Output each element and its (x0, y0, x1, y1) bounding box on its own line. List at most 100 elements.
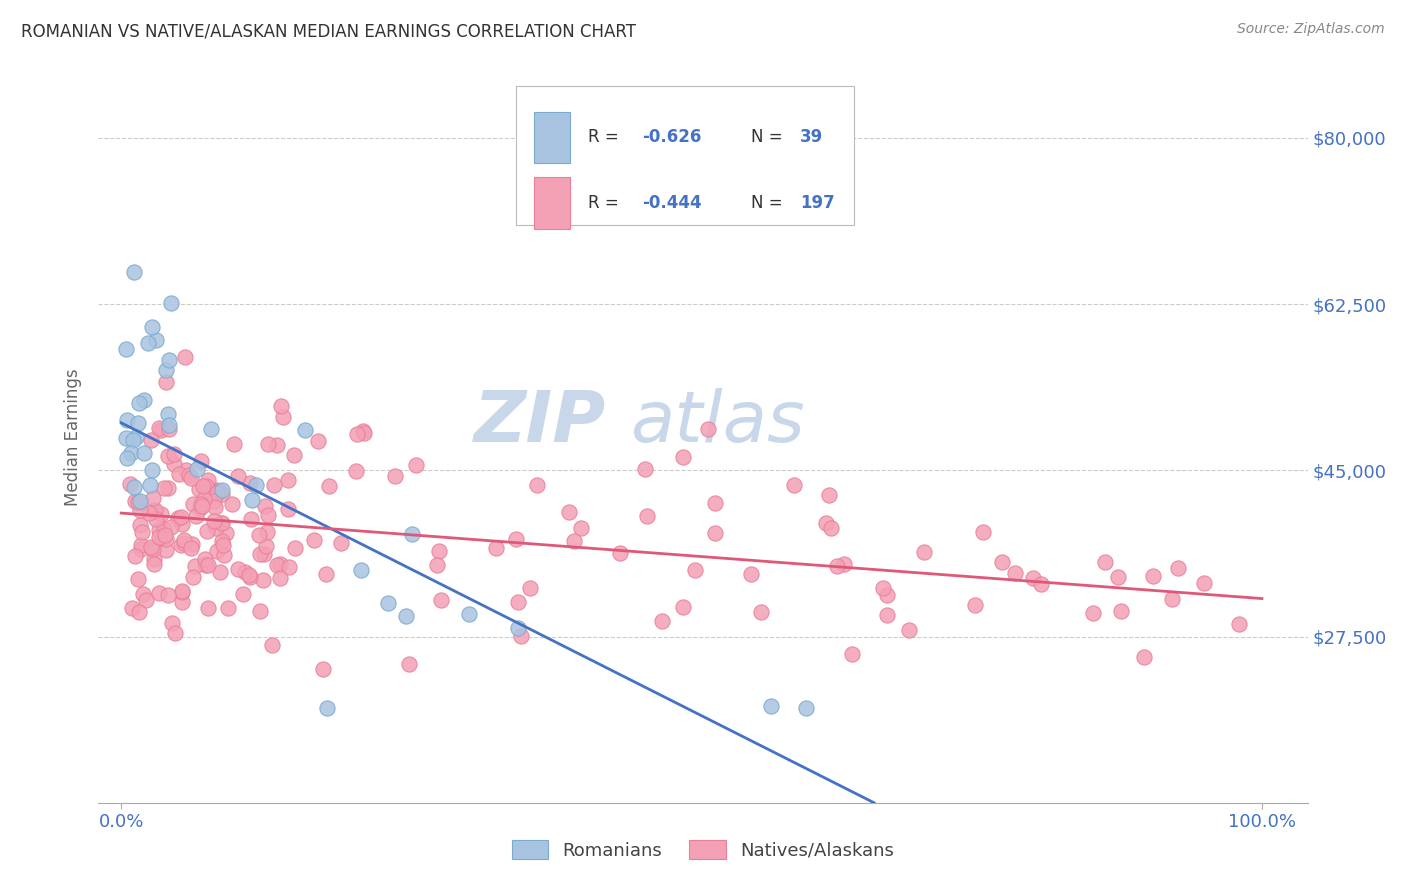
Point (188, 501, 211, 516)
Point (912, 544, 935, 558)
Point (247, 528, 270, 542)
Point (139, 478, 162, 492)
Point (181, 570, 204, 584)
Point (194, 558, 217, 572)
Point (170, 594, 193, 608)
Point (211, 487, 233, 501)
Point (142, 542, 165, 557)
Point (121, 601, 143, 615)
Point (124, 493, 146, 508)
Point (155, 375, 177, 389)
Point (761, 698, 783, 713)
Point (344, 464, 367, 478)
Point (384, 469, 406, 483)
Point (200, 486, 222, 500)
Point (254, 499, 277, 513)
Point (269, 571, 291, 585)
Point (202, 493, 225, 508)
Point (127, 572, 149, 586)
Point (160, 616, 183, 631)
Point (270, 400, 292, 414)
Text: -0.626: -0.626 (643, 128, 702, 146)
Point (703, 525, 725, 540)
Text: R =: R = (588, 194, 624, 212)
Point (170, 538, 193, 552)
Point (249, 547, 271, 561)
Point (253, 547, 276, 561)
Point (141, 433, 163, 447)
Point (157, 417, 180, 432)
Point (271, 409, 294, 424)
Point (672, 599, 695, 614)
Point (318, 478, 340, 492)
Point (197, 558, 219, 572)
Point (278, 560, 301, 574)
Point (315, 566, 337, 581)
Point (519, 582, 541, 596)
Point (872, 581, 894, 595)
Point (315, 701, 337, 715)
Point (405, 458, 427, 472)
Y-axis label: Median Earnings: Median Earnings (65, 368, 83, 506)
Point (307, 434, 329, 448)
Point (377, 596, 399, 610)
Point (200, 422, 222, 436)
Point (118, 476, 141, 491)
Point (238, 476, 260, 491)
Point (193, 491, 215, 506)
Point (128, 395, 150, 409)
Point (135, 593, 157, 607)
FancyBboxPatch shape (534, 178, 569, 228)
Point (266, 558, 288, 573)
Point (153, 481, 176, 495)
Point (571, 521, 593, 535)
Point (163, 447, 186, 461)
Point (173, 536, 195, 550)
Point (155, 362, 177, 376)
Point (1167, 560, 1189, 574)
Point (427, 544, 450, 558)
Point (398, 657, 420, 671)
Point (115, 342, 138, 356)
Point (240, 492, 263, 507)
Point (157, 353, 180, 368)
Point (1022, 571, 1045, 585)
Point (190, 453, 212, 467)
Point (172, 585, 194, 599)
Point (132, 446, 155, 460)
Point (197, 474, 219, 488)
Point (194, 558, 217, 573)
Point (205, 483, 228, 497)
Point (239, 570, 262, 584)
Point (148, 421, 170, 435)
Point (209, 516, 232, 531)
Point (122, 265, 145, 279)
Point (127, 495, 149, 509)
Point (232, 587, 254, 601)
Point (159, 519, 181, 533)
Point (212, 538, 235, 552)
Point (224, 437, 246, 451)
Point (211, 516, 233, 531)
Point (173, 350, 195, 364)
Point (209, 565, 232, 579)
Point (963, 599, 986, 613)
Point (184, 559, 207, 574)
Point (172, 583, 194, 598)
Point (180, 537, 202, 551)
Point (186, 509, 208, 524)
Point (128, 494, 150, 508)
Point (245, 478, 267, 492)
Point (193, 479, 215, 493)
Point (1107, 570, 1129, 584)
Point (426, 558, 449, 573)
Point (329, 536, 352, 550)
Text: -0.444: -0.444 (643, 194, 702, 212)
Point (115, 431, 138, 445)
Point (1227, 616, 1250, 631)
Point (156, 449, 179, 463)
Point (173, 533, 195, 547)
Point (269, 558, 291, 572)
Point (204, 514, 226, 528)
Point (820, 521, 842, 535)
